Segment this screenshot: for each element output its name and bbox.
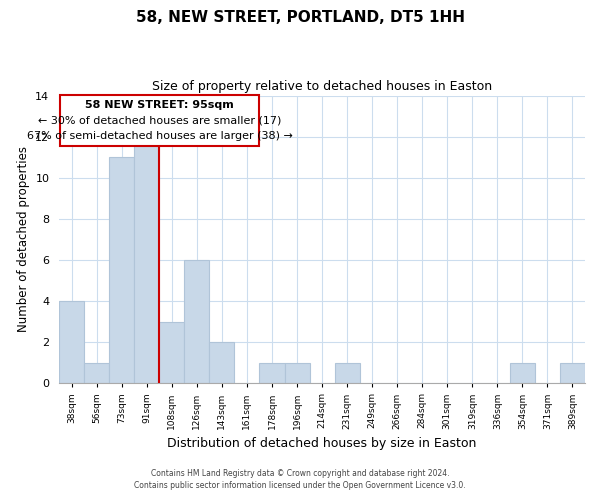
Bar: [209, 342, 235, 384]
Bar: [335, 362, 359, 384]
FancyBboxPatch shape: [59, 95, 259, 146]
Bar: [59, 301, 84, 384]
Title: Size of property relative to detached houses in Easton: Size of property relative to detached ho…: [152, 80, 492, 93]
Bar: [259, 362, 284, 384]
Bar: [134, 136, 160, 384]
Text: Contains HM Land Registry data © Crown copyright and database right 2024.
Contai: Contains HM Land Registry data © Crown c…: [134, 468, 466, 490]
Text: 58 NEW STREET: 95sqm: 58 NEW STREET: 95sqm: [85, 100, 234, 110]
Bar: [109, 157, 134, 384]
Text: 67% of semi-detached houses are larger (38) →: 67% of semi-detached houses are larger (…: [26, 131, 292, 141]
Bar: [510, 362, 535, 384]
Bar: [184, 260, 209, 384]
Y-axis label: Number of detached properties: Number of detached properties: [17, 146, 30, 332]
X-axis label: Distribution of detached houses by size in Easton: Distribution of detached houses by size …: [167, 437, 477, 450]
Bar: [560, 362, 585, 384]
Bar: [84, 362, 109, 384]
Text: ← 30% of detached houses are smaller (17): ← 30% of detached houses are smaller (17…: [38, 116, 281, 126]
Text: 58, NEW STREET, PORTLAND, DT5 1HH: 58, NEW STREET, PORTLAND, DT5 1HH: [136, 10, 464, 25]
Bar: [284, 362, 310, 384]
Bar: [160, 322, 184, 384]
